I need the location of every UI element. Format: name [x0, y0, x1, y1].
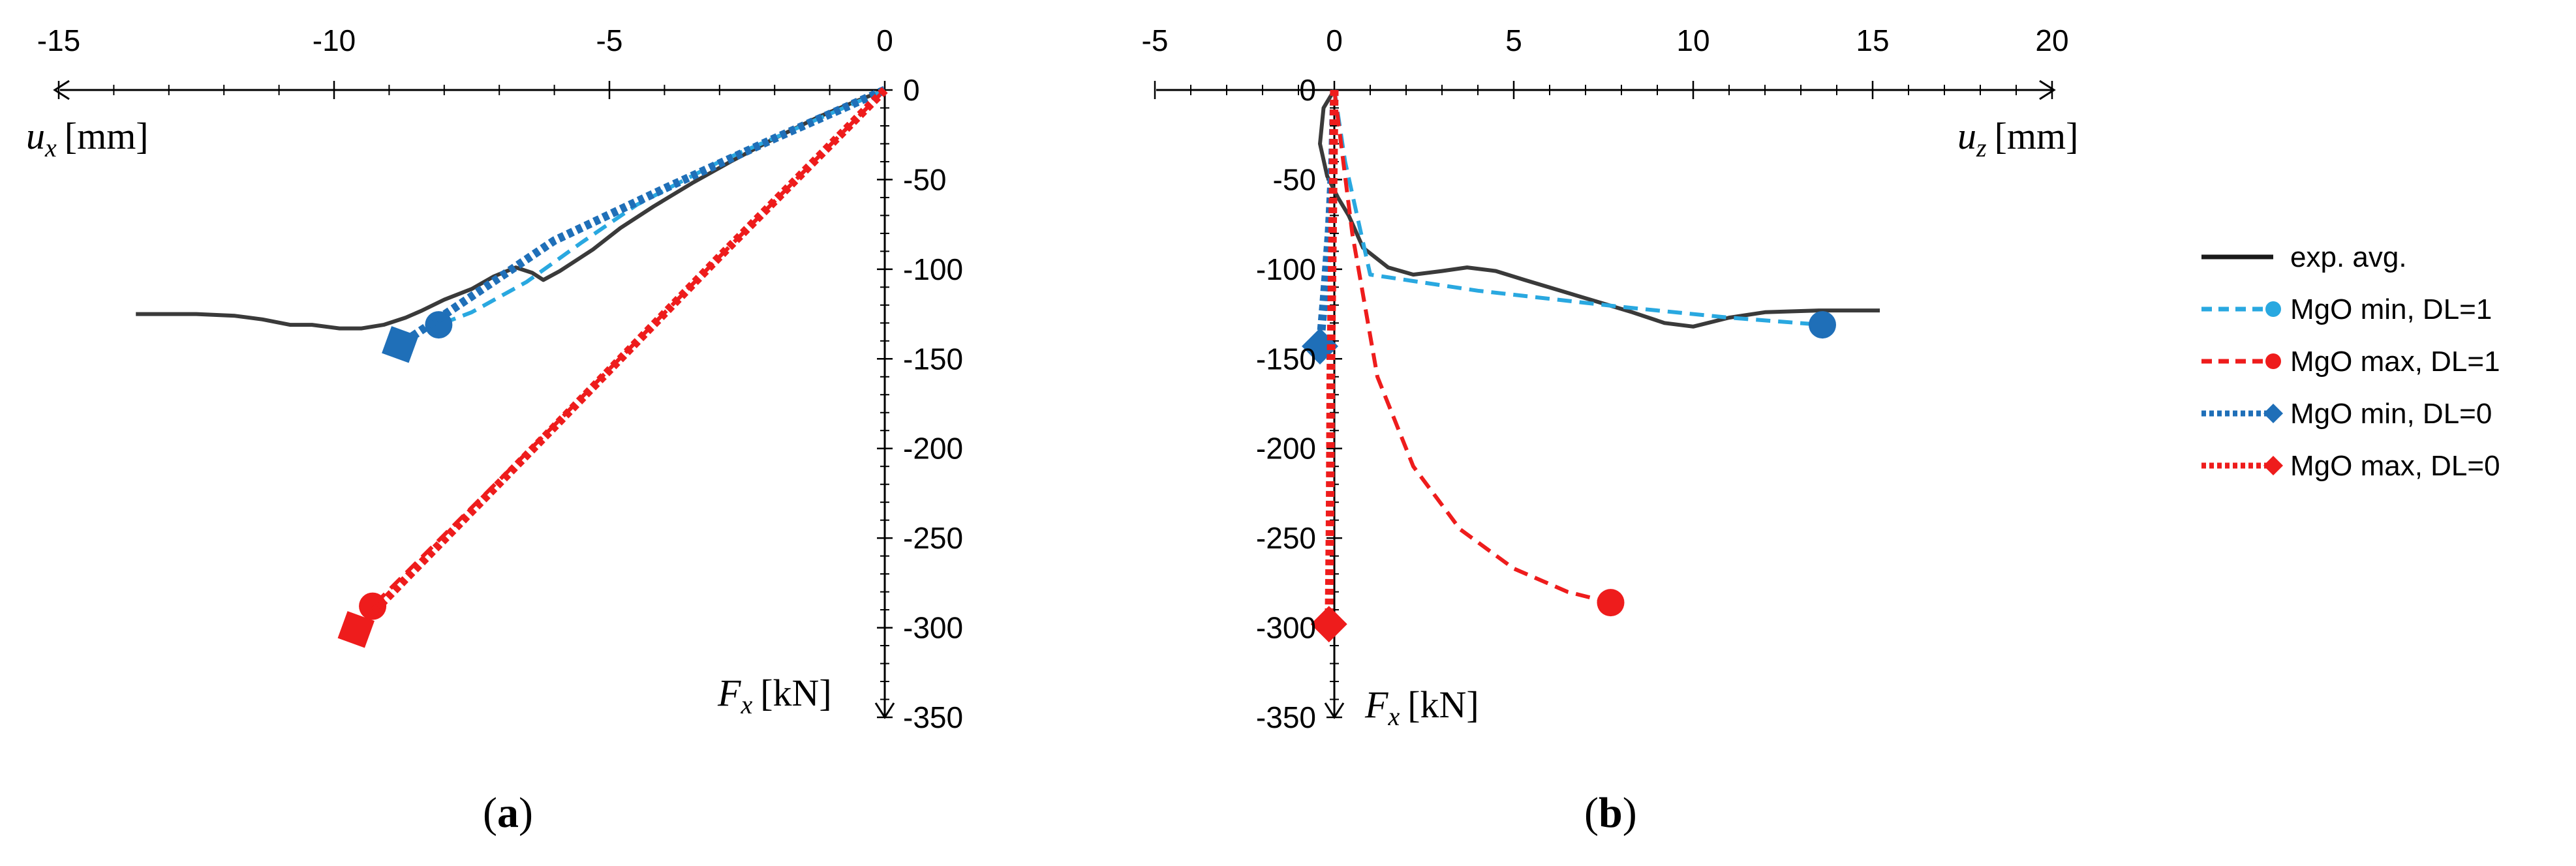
x-tick-label: -5 — [1142, 23, 1169, 57]
y-tick-label: -200 — [903, 432, 963, 466]
series-mgo-min-dl-1 — [1332, 89, 1823, 327]
legend-circle-icon — [2265, 301, 2281, 317]
panel-a-tick-labels: -15 -10 -5 00-50-100-150-200-250-300-350 — [37, 23, 963, 734]
series-mgo-max-dl-1 — [1332, 89, 1612, 605]
x-axis-arrow-icon — [2039, 80, 2056, 100]
y-tick-label: 0 — [1299, 73, 1316, 107]
legend-diamond-icon — [2263, 404, 2283, 423]
x-tick-label: 0 — [876, 23, 893, 57]
y-tick-label: -350 — [1256, 700, 1316, 734]
panel-a-y-axis-label: Fx [kN] — [717, 672, 832, 719]
marker-mgo-max-dl-0 — [337, 611, 375, 648]
marker-mgo-max-dl-1 — [1597, 589, 1625, 617]
y-tick-label: -200 — [1256, 432, 1316, 466]
y-tick-label: -250 — [903, 521, 963, 555]
y-tick-label: -50 — [1273, 162, 1316, 196]
x-tick-label: -15 — [37, 23, 80, 57]
panel-a-series — [136, 86, 888, 648]
legend-circle-icon — [2265, 353, 2281, 369]
y-tick-label: 0 — [903, 73, 920, 107]
y-tick-label: -100 — [903, 252, 963, 286]
legend-label-mgo-min-dl-1: MgO min, DL=1 — [2290, 293, 2492, 325]
legend-diamond-icon — [2263, 456, 2283, 475]
series-mgo-min-dl-0 — [1315, 89, 1339, 347]
x-tick-label: 0 — [1326, 23, 1343, 57]
series-mgo-max-dl-0 — [1325, 89, 1339, 625]
y-tick-label: -50 — [903, 162, 946, 196]
y-tick-label: -250 — [1256, 521, 1316, 555]
panel-a-ticks — [57, 81, 893, 719]
x-tick-label: -10 — [313, 23, 356, 57]
legend-label-exp-avg: exp. avg. — [2290, 241, 2407, 273]
y-tick-label: -350 — [903, 700, 963, 734]
panel-b-series — [1302, 89, 1880, 643]
series-exp-avg — [1318, 89, 1880, 329]
chart-panel-b: -5 0 5 10 15 200-50-100-150-200-250-300-350 u… — [1142, 23, 2079, 837]
series-mgo-min-dl-1 — [438, 88, 886, 327]
marker-mgo-min-dl-1 — [425, 311, 453, 339]
panel-b-tick-labels: -5 0 5 10 15 200-50-100-150-200-250-300-350 — [1142, 23, 2069, 734]
x-tick-label: 10 — [1676, 23, 1710, 57]
y-tick-label: -150 — [903, 342, 963, 376]
x-tick-label: 20 — [2035, 23, 2068, 57]
x-tick-label: -5 — [596, 23, 623, 57]
x-tick-label: 15 — [1856, 23, 1889, 57]
legend-label-mgo-min-dl-0: MgO min, DL=0 — [2290, 398, 2492, 430]
y-tick-label: -150 — [1256, 342, 1316, 376]
panel-b-y-axis-label: Fx [kN] — [1364, 683, 1479, 731]
y-tick-label: -300 — [1256, 611, 1316, 645]
panel-a-label: (a) — [483, 789, 533, 837]
legend: exp. avg. MgO min, DL=1 MgO max, DL=1 MgO m… — [2201, 241, 2500, 482]
panel-a-x-axis-label: ux [mm] — [26, 115, 149, 162]
y-axis-arrow-icon — [1324, 702, 1345, 719]
series-exp-avg — [136, 88, 886, 331]
x-axis-arrow-icon — [53, 80, 70, 100]
y-tick-label: -100 — [1256, 252, 1316, 286]
panel-a-axes — [53, 80, 895, 719]
marker-mgo-max-dl-1 — [359, 592, 387, 620]
marker-mgo-max-dl-0 — [1310, 606, 1347, 643]
panel-b-x-axis-label: uz [mm] — [1957, 115, 2078, 162]
marker-mgo-min-dl-1 — [1809, 311, 1836, 339]
panel-b-label: (b) — [1584, 789, 1637, 837]
chart-panel-a: -15 -10 -5 00-50-100-150-200-250-300-350 ux… — [26, 23, 963, 837]
series-mgo-max-dl-0 — [353, 87, 888, 633]
marker-mgo-min-dl-0 — [382, 326, 419, 363]
x-tick-label: 5 — [1505, 23, 1522, 57]
legend-label-mgo-max-dl-1: MgO max, DL=1 — [2290, 346, 2500, 378]
y-axis-arrow-icon — [874, 702, 895, 719]
legend-label-mgo-max-dl-0: MgO max, DL=0 — [2290, 450, 2500, 482]
y-tick-label: -300 — [903, 611, 963, 645]
series-mgo-min-dl-0 — [397, 86, 887, 348]
